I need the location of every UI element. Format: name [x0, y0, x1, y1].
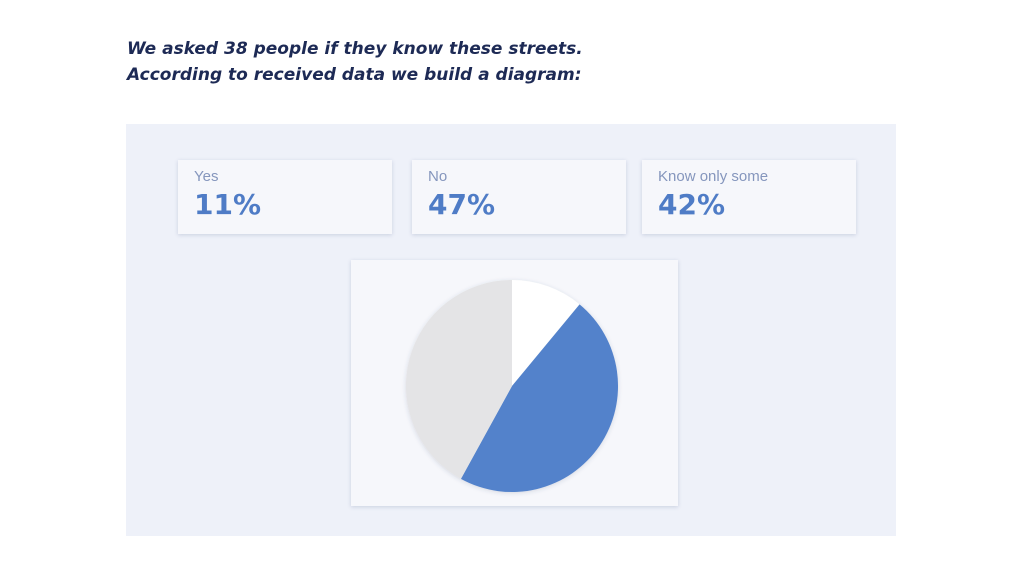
pie-slice-yes: [512, 280, 580, 386]
stat-value-no: 47%: [428, 188, 496, 221]
stat-label-yes: Yes: [194, 168, 219, 185]
stat-label-no: No: [428, 168, 448, 185]
stat-card-yes: Yes 11%: [178, 160, 392, 234]
pie-slice-no: [460, 304, 619, 493]
pie-slices: [405, 280, 619, 493]
stat-label-some: Know only some: [658, 168, 769, 185]
pie-slice-know-only-some: [405, 280, 512, 479]
intro-text: We asked 38 people if they know these st…: [127, 36, 583, 88]
intro-line-2: According to received data we build a di…: [127, 65, 582, 85]
intro-line-1: We asked 38 people if they know these st…: [127, 39, 583, 59]
chart-panel: Yes 11% No 47% Know only some 42%: [126, 124, 896, 536]
stat-value-yes: 11%: [194, 188, 262, 221]
pie-chart-card: [351, 260, 678, 506]
stat-card-no: No 47%: [412, 160, 626, 234]
stat-value-some: 42%: [658, 188, 726, 221]
pie-chart: [405, 280, 619, 493]
stat-card-some: Know only some 42%: [642, 160, 856, 234]
